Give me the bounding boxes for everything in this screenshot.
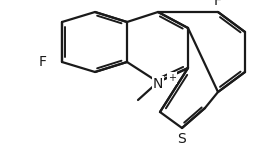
Text: S: S <box>178 132 186 146</box>
Text: +: + <box>168 73 176 83</box>
Text: F: F <box>214 0 222 8</box>
Text: N: N <box>153 77 163 91</box>
Text: F: F <box>39 55 47 69</box>
